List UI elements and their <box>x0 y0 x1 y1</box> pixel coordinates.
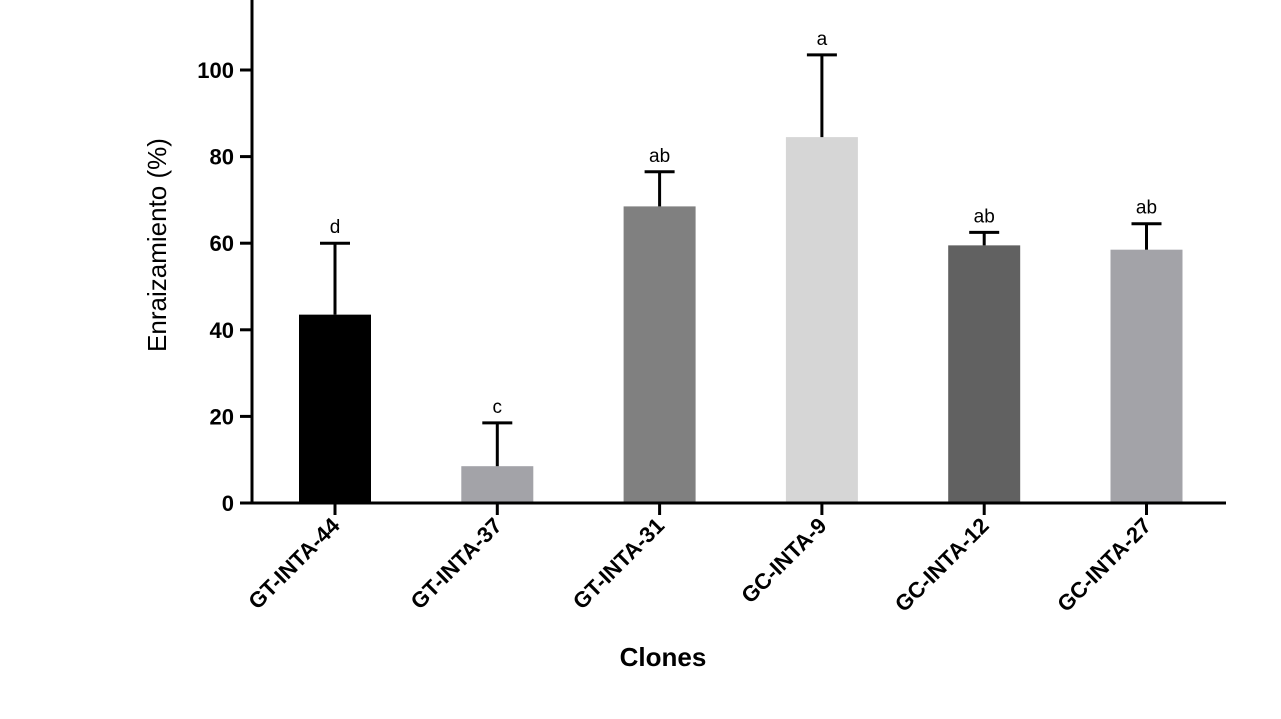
significance-label: ab <box>974 206 995 227</box>
x-axis-title: Clones <box>620 642 707 672</box>
y-tick-label: 20 <box>210 404 234 429</box>
y-tick-label: 60 <box>210 231 234 256</box>
y-tick-label: 80 <box>210 145 234 170</box>
significance-label: a <box>817 29 828 50</box>
error-bars-layer <box>320 53 1162 467</box>
bar <box>1110 249 1183 503</box>
significance-label: ab <box>649 146 670 167</box>
x-ticks-layer: GT-INTA-44 GT-INTA-37 GT-INTA-31 GC-INTA-9 G… <box>243 503 1156 617</box>
bar <box>785 137 858 504</box>
bars-layer <box>299 137 1183 504</box>
axes-layer <box>250 0 1226 505</box>
x-tick-label: GC-INTA-12 <box>890 513 994 617</box>
bar <box>461 466 534 503</box>
y-tick-label: 0 <box>222 491 234 516</box>
x-tick-label: GT-INTA-44 <box>243 512 345 614</box>
bar <box>948 245 1021 504</box>
x-tick-label: GC-INTA-27 <box>1052 513 1156 617</box>
bar <box>623 206 696 503</box>
significance-label: ab <box>1136 198 1157 219</box>
significance-label: d <box>330 217 341 238</box>
significance-labels-layer: d c ab a ab ab <box>330 29 1157 418</box>
x-tick-label: GT-INTA-31 <box>568 513 669 614</box>
y-ticks-layer: 0 20 40 60 80 100 <box>197 58 252 516</box>
y-tick-label: 100 <box>197 58 234 83</box>
significance-label: c <box>493 397 503 418</box>
y-tick-label: 40 <box>210 318 234 343</box>
bar <box>299 314 371 503</box>
x-tick-label: GC-INTA-9 <box>736 513 831 608</box>
y-axis-title: Enraizamiento (%) <box>142 138 172 352</box>
x-tick-label: GT-INTA-37 <box>406 513 507 614</box>
